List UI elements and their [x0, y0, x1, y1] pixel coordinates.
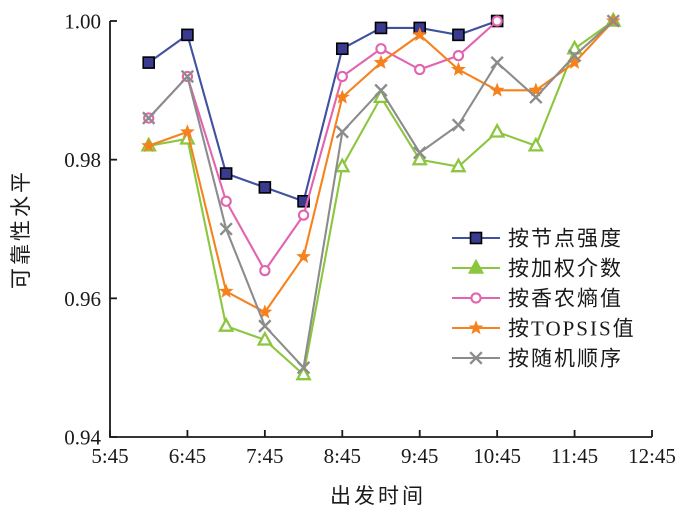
- legend-label: 按随机顺序: [508, 347, 623, 371]
- square-marker: [297, 194, 310, 208]
- x-tick-label: 9:45: [401, 444, 438, 468]
- circle-marker: [259, 264, 271, 277]
- square-marker: [181, 28, 194, 42]
- x-marker: [296, 361, 311, 375]
- legend-item-4: 按随机顺序: [452, 347, 623, 371]
- series-4: [142, 14, 620, 375]
- x-axis-title: 出发时间: [330, 484, 426, 508]
- series-2: [143, 15, 503, 277]
- legend-item-0: 按节点强度: [452, 227, 623, 251]
- x-marker: [469, 351, 483, 365]
- star-marker: [180, 124, 195, 139]
- triangle-marker: [527, 136, 544, 152]
- circle-marker: [452, 50, 465, 62]
- star-marker: [257, 304, 273, 319]
- x-tick-label: 5:45: [91, 444, 128, 468]
- star-marker: [141, 138, 157, 153]
- x-marker: [219, 222, 233, 236]
- x-tick-label: 7:45: [246, 444, 283, 468]
- square-marker: [374, 21, 388, 35]
- star-marker: [528, 82, 544, 97]
- star-marker: [296, 248, 311, 264]
- x-marker: [490, 55, 504, 70]
- triangle-marker: [256, 330, 273, 346]
- star-marker: [489, 82, 505, 97]
- star-marker: [334, 89, 350, 104]
- circle-marker: [336, 70, 348, 83]
- circle-marker: [375, 43, 387, 55]
- star-marker: [468, 320, 484, 335]
- y-tick-label: 0.98: [64, 148, 101, 172]
- x-tick-label: 10:45: [473, 444, 521, 468]
- x-tick-label: 12:45: [628, 444, 676, 468]
- triangle-marker: [467, 258, 485, 274]
- triangle-marker: [450, 157, 467, 173]
- triangle-marker: [295, 365, 312, 381]
- square-marker: [258, 181, 272, 194]
- y-tick-label: 0.96: [64, 287, 101, 311]
- x-marker: [374, 83, 388, 97]
- x-marker: [529, 90, 543, 104]
- triangle-marker: [218, 316, 235, 332]
- x-tick-label: 6:45: [169, 444, 206, 468]
- triangle-marker: [411, 150, 428, 166]
- square-marker: [219, 167, 233, 180]
- star-marker: [218, 283, 234, 298]
- x-marker: [335, 125, 349, 139]
- x-marker: [142, 111, 156, 125]
- legend-item-3: 按TOPSIS值: [452, 317, 636, 341]
- legend-label: 按TOPSIS值: [508, 317, 636, 341]
- plot-area: 0.94 0.96 0.98 1.00 5:45 6:45 7:45 8:45 9:45 10:4…: [64, 10, 676, 469]
- series-line: [148, 20, 498, 203]
- circle-marker: [470, 292, 482, 304]
- y-tick-label: 0.94: [64, 426, 101, 450]
- y-axis-title: 可靠性水平: [9, 169, 33, 289]
- star-marker: [412, 27, 428, 42]
- triangle-marker: [334, 157, 351, 173]
- x-marker: [606, 14, 620, 28]
- x-marker: [451, 118, 466, 132]
- legend-item-2: 按香农熵值: [452, 287, 623, 311]
- x-tick-label: 11:45: [551, 444, 598, 468]
- x-tick-label: 8:45: [324, 444, 361, 468]
- triangle-marker: [566, 39, 583, 55]
- legend-item-1: 按加权介数: [452, 257, 623, 281]
- series-line: [147, 20, 498, 273]
- square-marker: [142, 56, 156, 69]
- y-tick-label: 1.00: [64, 10, 101, 34]
- x-marker: [567, 49, 582, 63]
- square-marker: [452, 28, 465, 42]
- square-marker: [469, 231, 483, 245]
- circle-marker: [414, 63, 426, 76]
- x-marker: [258, 319, 272, 333]
- x-marker: [413, 146, 427, 160]
- star-marker: [373, 54, 389, 69]
- circle-marker: [491, 15, 503, 27]
- square-marker: [335, 42, 349, 56]
- legend-label: 按节点强度: [508, 227, 623, 251]
- circle-marker: [220, 195, 232, 207]
- legend-label: 按加权介数: [508, 257, 623, 281]
- legend-label: 按香农熵值: [508, 287, 623, 311]
- x-marker: [180, 69, 195, 84]
- star-marker: [567, 54, 582, 69]
- circle-marker: [297, 209, 310, 221]
- star-marker: [451, 61, 466, 76]
- triangle-marker: [489, 122, 506, 138]
